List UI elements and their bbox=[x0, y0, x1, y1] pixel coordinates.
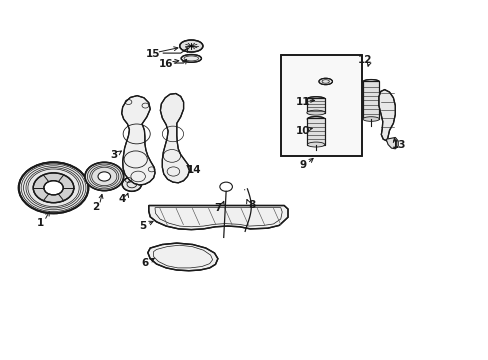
Bar bbox=[362, 81, 379, 119]
Ellipse shape bbox=[318, 78, 332, 85]
Text: 6: 6 bbox=[142, 258, 149, 268]
Text: 3: 3 bbox=[110, 150, 117, 160]
Circle shape bbox=[98, 172, 110, 181]
Text: 15: 15 bbox=[145, 49, 160, 59]
Bar bbox=[280, 55, 361, 156]
Text: 8: 8 bbox=[248, 200, 255, 210]
Polygon shape bbox=[160, 94, 189, 183]
Ellipse shape bbox=[180, 40, 203, 52]
Bar bbox=[307, 118, 324, 145]
Bar bbox=[362, 81, 379, 119]
Bar bbox=[306, 99, 325, 113]
Ellipse shape bbox=[307, 142, 324, 147]
Ellipse shape bbox=[181, 54, 201, 62]
Bar bbox=[307, 118, 324, 145]
Circle shape bbox=[85, 162, 123, 191]
Polygon shape bbox=[148, 206, 287, 230]
Text: 11: 11 bbox=[296, 97, 310, 107]
Circle shape bbox=[19, 162, 88, 213]
Text: 10: 10 bbox=[296, 126, 310, 136]
Text: 12: 12 bbox=[357, 55, 372, 65]
Text: 1: 1 bbox=[37, 217, 44, 228]
Text: 2: 2 bbox=[92, 202, 99, 212]
Circle shape bbox=[33, 173, 74, 203]
Polygon shape bbox=[378, 90, 394, 141]
Circle shape bbox=[122, 177, 141, 192]
Polygon shape bbox=[122, 96, 155, 185]
Ellipse shape bbox=[307, 117, 324, 122]
Ellipse shape bbox=[362, 117, 379, 121]
Ellipse shape bbox=[306, 97, 325, 102]
Polygon shape bbox=[147, 243, 218, 271]
Text: 16: 16 bbox=[159, 59, 173, 69]
Text: 9: 9 bbox=[299, 160, 306, 170]
Text: 5: 5 bbox=[139, 221, 146, 231]
Text: 13: 13 bbox=[391, 140, 406, 149]
Bar bbox=[280, 55, 361, 156]
Ellipse shape bbox=[362, 80, 379, 84]
Text: 7: 7 bbox=[214, 203, 221, 213]
Bar bbox=[306, 99, 325, 113]
Text: 14: 14 bbox=[186, 165, 201, 175]
Text: 4: 4 bbox=[119, 194, 126, 204]
Ellipse shape bbox=[306, 110, 325, 115]
Polygon shape bbox=[386, 138, 397, 149]
Circle shape bbox=[44, 181, 63, 195]
